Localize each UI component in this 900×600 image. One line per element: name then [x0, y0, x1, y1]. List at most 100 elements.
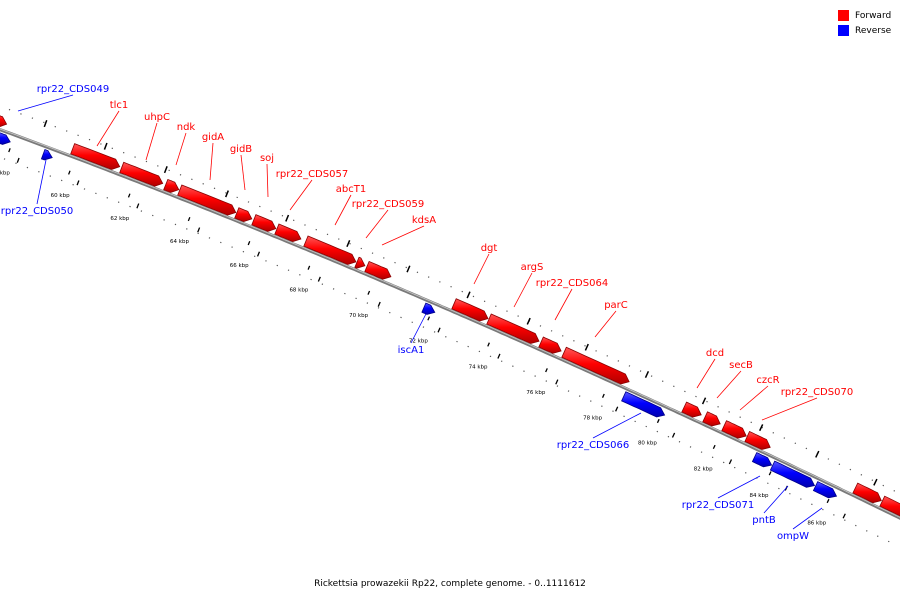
- leader-czcr: [739, 385, 769, 411]
- leader-ompw: [792, 507, 823, 530]
- label-leaders: [17, 94, 823, 530]
- forward-gene-block: [163, 178, 180, 193]
- forward-gene-block: [744, 430, 771, 450]
- scale-tick-label: 66 kbp: [230, 263, 249, 269]
- upper-tick: [466, 291, 471, 299]
- gene-label-rpr22-cds070: rpr22_CDS070: [781, 387, 853, 398]
- gene-label-dgt: dgt: [481, 243, 498, 254]
- scale-tick-label: 72 kbp: [409, 338, 428, 344]
- gene-label-rpr22-cds050: rpr22_CDS050: [1, 206, 73, 217]
- scale-tick: [487, 342, 490, 347]
- upper-tick: [526, 317, 531, 325]
- forward-gene-block: [561, 346, 630, 385]
- lower-tick: [615, 406, 619, 412]
- leader-kdsa: [381, 225, 425, 246]
- scale-tick: [427, 316, 431, 321]
- legend-forward-label: Forward: [855, 10, 892, 21]
- forward-gene-block: [251, 214, 277, 232]
- gene-label-rpr22-cds064: rpr22_CDS064: [536, 278, 608, 289]
- leader-rpr22-cds070: [761, 397, 818, 421]
- lower-tick: [317, 276, 321, 282]
- upper-tick: [701, 397, 707, 405]
- leader-soj: [266, 163, 269, 198]
- forward-gene-block: [538, 336, 562, 354]
- scale-tick: [367, 290, 371, 295]
- scale-tick-label: 64 kbp: [170, 239, 189, 245]
- gene-label-parc: parC: [604, 300, 628, 311]
- lower-tick: [671, 432, 676, 438]
- scale-tick-label: 62 kbp: [110, 216, 129, 222]
- leader-rpr22-cds071: [717, 475, 761, 499]
- reverse-gene-block: [40, 148, 53, 161]
- gene-label-rpr22-cds059: rpr22_CDS059: [352, 199, 424, 210]
- gene-label-gida: gidA: [202, 132, 224, 143]
- gene-label-ompw: ompW: [777, 531, 809, 542]
- gene-label-secb: secB: [729, 360, 753, 371]
- scale-tick-label: 80 kbp: [638, 441, 657, 447]
- forward-gene-block: [486, 313, 540, 344]
- scale-tick: [656, 418, 660, 424]
- scale-tick-label: 70 kbp: [349, 313, 368, 319]
- forward-gene-block: [274, 223, 302, 243]
- gene-label-dcd: dcd: [706, 348, 724, 359]
- leader-abct1: [334, 194, 352, 226]
- gene-label-rpr22-cds066: rpr22_CDS066: [557, 440, 629, 451]
- gene-label-abct1: abcT1: [336, 184, 366, 195]
- upper-tick: [815, 450, 820, 458]
- forward-gene-block: [721, 420, 747, 439]
- legend-reverse-label: Reverse: [855, 25, 892, 36]
- forward-gene-block: [70, 143, 121, 170]
- gene-label-args: argS: [521, 262, 544, 273]
- lower-tick: [497, 353, 501, 359]
- leader-dcd: [696, 358, 716, 389]
- forward-gene-block: [177, 184, 237, 216]
- scale-tick-label: 58 kbp: [0, 171, 10, 177]
- scale-tick-label: 68 kbp: [289, 288, 308, 294]
- lower-tick: [16, 157, 20, 163]
- gene-label-soj: soj: [260, 153, 274, 164]
- gene-label-czcr: czcR: [756, 375, 779, 386]
- reverse-gene-block: [0, 132, 11, 145]
- map-caption: Rickettsia prowazekii Rp22, complete gen…: [314, 579, 586, 589]
- upper-tick: [43, 120, 48, 128]
- upper-tick: [758, 424, 764, 432]
- upper-tick: [644, 371, 650, 378]
- scale-tick: [712, 444, 716, 450]
- dotted-guides: [0, 105, 900, 547]
- scale-tick: [768, 471, 772, 476]
- scale-tick-label: 76 kbp: [526, 390, 545, 396]
- leader-gida: [209, 142, 214, 181]
- legend-reverse: Reverse: [838, 25, 891, 36]
- legend-reverse-swatch: [838, 25, 849, 36]
- leader-args: [513, 272, 533, 308]
- forward-gene-block: [354, 256, 366, 269]
- scale-tick: [826, 498, 830, 504]
- gene-label-uhpc: uhpC: [144, 112, 170, 123]
- forward-gene-block: [879, 495, 900, 517]
- scale-tick-label: 60 kbp: [51, 193, 70, 199]
- scale-tick: [187, 216, 191, 222]
- gene-label-gidb: gidB: [230, 144, 252, 155]
- upper-tick: [285, 214, 290, 222]
- leader-uhpc: [145, 122, 158, 161]
- scale-tick: [127, 193, 131, 198]
- gene-label-rpr22-cds071: rpr22_CDS071: [682, 500, 754, 511]
- leader-dgt: [473, 253, 490, 285]
- leader-ndk: [175, 132, 187, 166]
- forward-gene-block: [852, 482, 882, 504]
- leader-rpr22-cds057: [289, 179, 313, 211]
- lower-tick: [377, 301, 381, 307]
- upper-tick: [873, 478, 878, 486]
- scale-ticks: 58 kbp 60 kbp 62 kbp 64 kbp 66 kbp 68 kbp 70 k…: [0, 120, 878, 526]
- reverse-gene-block: [812, 481, 838, 499]
- reverse-gene-block: [751, 452, 773, 468]
- leader-rpr22-cds059: [365, 209, 389, 239]
- backbone-highlight: [0, 128, 900, 518]
- scale-tick: [601, 393, 605, 398]
- scale-tick: [247, 241, 251, 246]
- leader-secb: [716, 370, 742, 399]
- gene-features: [0, 115, 900, 517]
- upper-tick: [346, 240, 351, 248]
- forward-gene-block: [364, 260, 392, 280]
